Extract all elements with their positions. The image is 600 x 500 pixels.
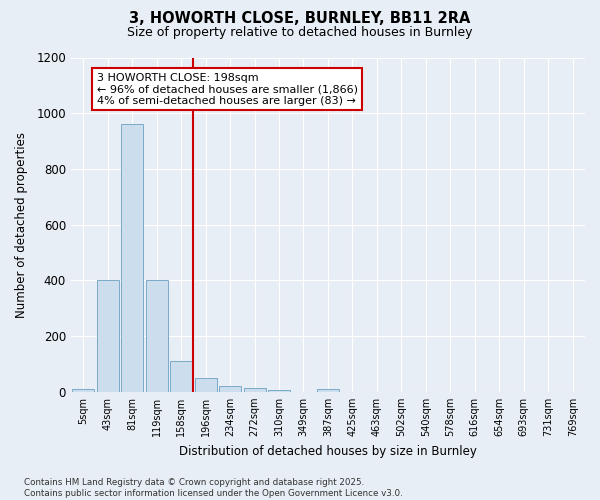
Y-axis label: Number of detached properties: Number of detached properties [15,132,28,318]
Bar [97,280,119,392]
Text: 3 HOWORTH CLOSE: 198sqm
← 96% of detached houses are smaller (1,866)
4% of semi-: 3 HOWORTH CLOSE: 198sqm ← 96% of detache… [97,73,358,106]
Text: 3, HOWORTH CLOSE, BURNLEY, BB11 2RA: 3, HOWORTH CLOSE, BURNLEY, BB11 2RA [130,11,470,26]
Bar [121,124,143,392]
Bar [194,378,217,392]
Bar [268,390,290,392]
Bar [219,386,241,392]
X-axis label: Distribution of detached houses by size in Burnley: Distribution of detached houses by size … [179,444,477,458]
Text: Size of property relative to detached houses in Burnley: Size of property relative to detached ho… [127,26,473,39]
Bar [146,280,167,392]
Bar [244,388,266,392]
Bar [72,389,94,392]
Bar [317,389,339,392]
Text: Contains HM Land Registry data © Crown copyright and database right 2025.
Contai: Contains HM Land Registry data © Crown c… [24,478,403,498]
Bar [170,361,192,392]
